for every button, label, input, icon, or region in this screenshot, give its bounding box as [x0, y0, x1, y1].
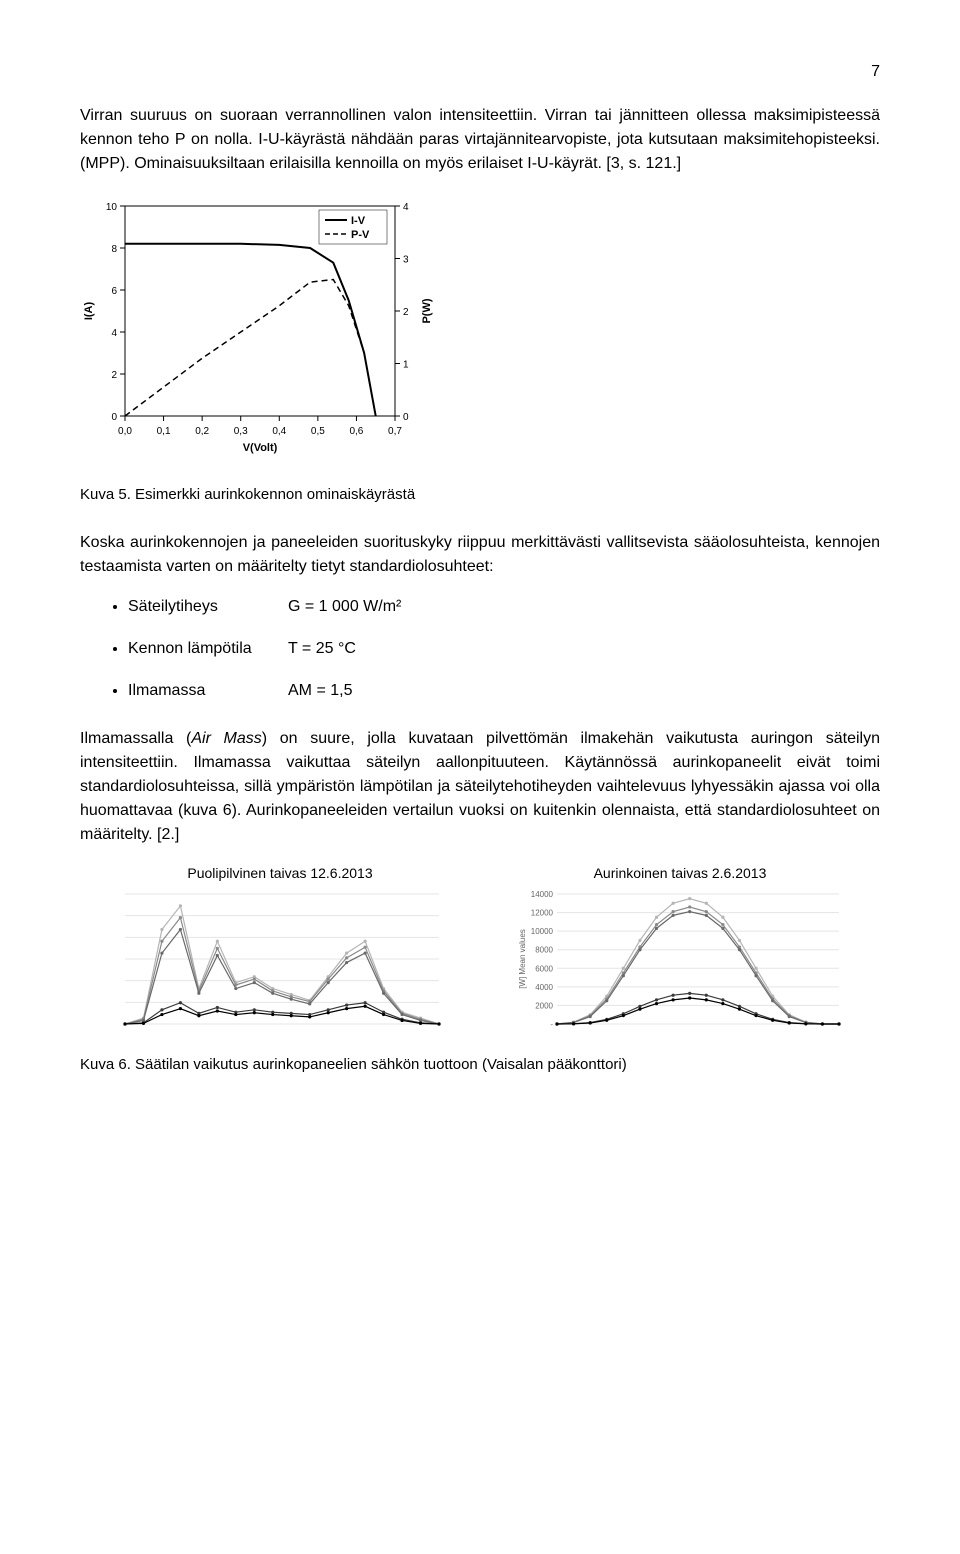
svg-text:8000: 8000 — [535, 945, 553, 954]
svg-text:2: 2 — [403, 307, 409, 318]
chart-2a-title: Puolipilvinen taivas 12.6.2013 — [80, 863, 480, 884]
paragraph-3: Ilmamassalla (Air Mass) on suure, jolla … — [80, 727, 880, 847]
svg-text:8: 8 — [111, 244, 117, 255]
chart-2a: Puolipilvinen taivas 12.6.2013 — [80, 863, 480, 1046]
bullet-value: G = 1 000 W/m² — [288, 598, 401, 615]
chart-2b: Aurinkoinen taivas 2.6.2013 - 2000 4000 600… — [480, 863, 880, 1046]
svg-text:1: 1 — [403, 360, 409, 371]
bullet-name: Säteilytiheys — [128, 595, 288, 619]
list-item: IlmamassaAM = 1,5 — [128, 679, 880, 703]
caption-2: Kuva 6. Säätilan vaikutus aurinkopaneeli… — [80, 1054, 880, 1077]
svg-text:10: 10 — [106, 202, 118, 213]
chart-row: Puolipilvinen taivas 12.6.2013 Aurinkoin… — [80, 863, 880, 1046]
chart-1: 0,00,10,20,30,40,50,60,7024681001234V(Vo… — [80, 196, 880, 464]
svg-text:4: 4 — [403, 202, 409, 213]
svg-text:[W] Mean values: [W] Mean values — [518, 929, 527, 989]
page-number: 7 — [80, 60, 880, 84]
svg-text:0: 0 — [403, 412, 409, 423]
svg-text:0: 0 — [111, 412, 117, 423]
svg-text:P-V: P-V — [351, 229, 370, 241]
svg-text:0,1: 0,1 — [157, 426, 171, 437]
svg-text:2: 2 — [111, 370, 117, 381]
bullet-name: Kennon lämpötila — [128, 637, 288, 661]
bullet-value: T = 25 °C — [288, 640, 356, 657]
bullet-name: Ilmamassa — [128, 679, 288, 703]
svg-text:10000: 10000 — [531, 927, 554, 936]
svg-text:4000: 4000 — [535, 982, 553, 991]
svg-text:0,2: 0,2 — [195, 426, 209, 437]
svg-text:14000: 14000 — [531, 890, 554, 899]
svg-text:V(Volt): V(Volt) — [243, 442, 278, 454]
svg-text:0,4: 0,4 — [272, 426, 286, 437]
list-item: SäteilytiheysG = 1 000 W/m² — [128, 595, 880, 619]
svg-text:I(A): I(A) — [83, 302, 95, 321]
list-item: Kennon lämpötilaT = 25 °C — [128, 637, 880, 661]
svg-text:12000: 12000 — [531, 908, 554, 917]
svg-text:-: - — [550, 1020, 553, 1029]
svg-text:6: 6 — [111, 286, 117, 297]
svg-text:0,0: 0,0 — [118, 426, 132, 437]
svg-text:0,6: 0,6 — [349, 426, 363, 437]
chart-2b-title: Aurinkoinen taivas 2.6.2013 — [480, 863, 880, 884]
bullet-value: AM = 1,5 — [288, 682, 352, 699]
svg-text:6000: 6000 — [535, 964, 553, 973]
svg-text:0,3: 0,3 — [234, 426, 248, 437]
svg-text:P(W): P(W) — [421, 298, 433, 323]
svg-text:0,7: 0,7 — [388, 426, 402, 437]
svg-text:I-V: I-V — [351, 215, 366, 227]
svg-text:0,5: 0,5 — [311, 426, 325, 437]
svg-text:4: 4 — [111, 328, 117, 339]
svg-text:3: 3 — [403, 255, 409, 266]
paragraph-2: Koska aurinkokennojen ja paneeleiden suo… — [80, 531, 880, 579]
bullet-list: SäteilytiheysG = 1 000 W/m² Kennon lämpö… — [80, 595, 880, 703]
paragraph-1: Virran suuruus on suoraan verrannollinen… — [80, 104, 880, 176]
svg-text:2000: 2000 — [535, 1001, 553, 1010]
caption-1: Kuva 5. Esimerkki aurinkokennon ominaisk… — [80, 484, 880, 507]
